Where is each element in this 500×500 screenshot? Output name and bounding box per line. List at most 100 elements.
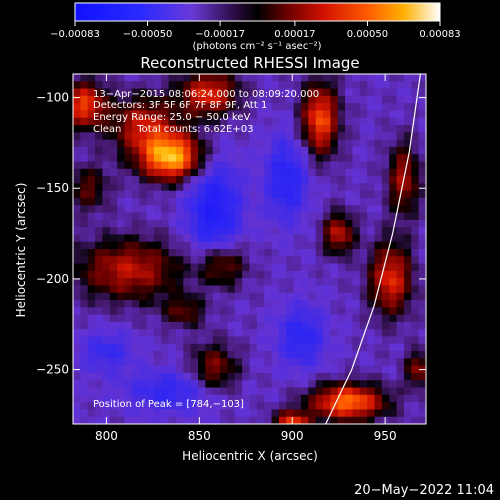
heatmap-cell <box>271 81 280 89</box>
heatmap-cell <box>418 263 426 272</box>
heatmap-cell <box>175 205 184 213</box>
heatmap-cell <box>389 205 397 213</box>
heatmap-cell <box>315 168 324 177</box>
heatmap-cell <box>109 125 118 133</box>
heatmap-cell <box>278 256 287 264</box>
heatmap-cell <box>381 117 390 126</box>
heatmap-cell <box>131 241 140 250</box>
heatmap-cell <box>337 183 346 192</box>
heatmap-cell <box>315 263 324 272</box>
heatmap-cell <box>227 139 236 148</box>
heatmap-cell <box>418 176 426 184</box>
heatmap-cell <box>153 88 162 97</box>
heatmap-cell <box>190 292 199 301</box>
heatmap-cell <box>234 110 243 119</box>
heatmap-cell <box>212 256 221 264</box>
heatmap-cell <box>389 183 397 192</box>
heatmap-cell <box>117 292 125 301</box>
heatmap-cell <box>175 110 184 119</box>
heatmap-cell <box>205 372 214 381</box>
heatmap-cell <box>323 409 331 418</box>
heatmap-cell <box>161 292 169 301</box>
heatmap-cell <box>153 234 162 243</box>
heatmap-cell <box>242 329 250 337</box>
heatmap-cell <box>87 300 96 308</box>
heatmap-cell <box>80 234 89 243</box>
heatmap-cell <box>153 416 162 424</box>
heatmap-cell <box>330 168 339 177</box>
heatmap-cell <box>198 125 206 133</box>
heatmap-cell <box>73 387 81 396</box>
heatmap-cell <box>271 176 280 184</box>
heatmap-cell <box>198 205 206 213</box>
heatmap-cell <box>95 125 103 133</box>
heatmap-cell <box>396 227 405 235</box>
heatmap-cell <box>212 292 221 301</box>
heatmap-cell <box>80 365 89 374</box>
heatmap-cell <box>124 292 133 301</box>
heatmap-cell <box>234 270 243 279</box>
heatmap-cell <box>139 307 147 316</box>
heatmap-cell <box>153 278 162 286</box>
heatmap-cell <box>359 74 368 82</box>
heatmap-cell <box>249 365 258 374</box>
heatmap-cell <box>249 402 258 410</box>
heatmap-cell <box>418 212 426 221</box>
heatmap-cell <box>396 402 405 410</box>
heatmap-cell <box>153 154 162 162</box>
heatmap-cell <box>198 183 206 192</box>
heatmap-cell <box>293 227 302 235</box>
heatmap-cell <box>389 380 397 388</box>
heatmap-cell <box>109 154 118 162</box>
heatmap-cell <box>271 88 280 97</box>
heatmap-cell <box>161 154 169 162</box>
heatmap-cell <box>396 416 405 424</box>
heatmap-cell <box>300 307 309 316</box>
heatmap-cell <box>374 249 383 257</box>
heatmap-cell <box>161 168 169 177</box>
heatmap-cell <box>359 336 368 345</box>
heatmap-cell <box>330 292 339 301</box>
heatmap-cell <box>168 176 177 184</box>
heatmap-cell <box>168 351 177 359</box>
heatmap-cell <box>161 190 169 199</box>
x-tick-label: 850 <box>188 429 211 443</box>
heatmap-cell <box>87 212 96 221</box>
heatmap-cell <box>403 227 412 235</box>
heatmap-cell <box>198 402 206 410</box>
heatmap-cell <box>131 168 140 177</box>
heatmap-cell <box>161 387 169 396</box>
heatmap-cell <box>205 219 214 228</box>
heatmap-cell <box>146 365 155 374</box>
heatmap-cell <box>153 117 162 126</box>
heatmap-cell <box>131 285 140 294</box>
heatmap-cell <box>146 88 155 97</box>
heatmap-cell <box>117 88 125 97</box>
heatmap-cell <box>124 336 133 345</box>
heatmap-cell <box>264 227 272 235</box>
heatmap-cell <box>87 329 96 337</box>
heatmap-cell <box>411 402 420 410</box>
heatmap-cell <box>293 314 302 323</box>
heatmap-cell <box>168 336 177 345</box>
heatmap-cell <box>87 263 96 272</box>
heatmap-cell <box>286 168 295 177</box>
heatmap-cell <box>175 351 184 359</box>
heatmap-cell <box>256 409 265 418</box>
heatmap-cell <box>131 292 140 301</box>
heatmap-cell <box>205 183 214 192</box>
heatmap-cell <box>367 227 375 235</box>
heatmap-cell <box>242 372 250 381</box>
heatmap-cell <box>87 270 96 279</box>
heatmap-cell <box>308 183 317 192</box>
heatmap-cell <box>396 74 405 82</box>
heatmap-cell <box>242 314 250 323</box>
heatmap-cell <box>374 161 383 170</box>
heatmap-cell <box>175 387 184 396</box>
x-tick-label: 800 <box>95 429 118 443</box>
heatmap-cell <box>227 387 236 396</box>
heatmap-cell <box>124 314 133 323</box>
heatmap-cell <box>352 409 361 418</box>
heatmap-cell <box>264 263 272 272</box>
heatmap-cell <box>330 132 339 141</box>
